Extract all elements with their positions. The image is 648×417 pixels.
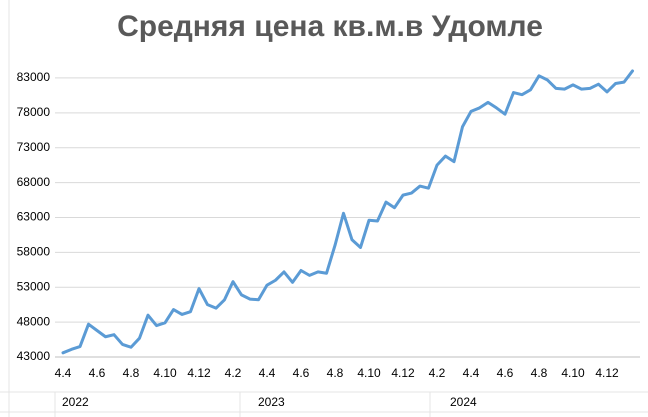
year-label: 2023 <box>258 395 285 409</box>
y-tick-label: 53000 <box>17 279 51 293</box>
y-tick-label: 68000 <box>17 175 51 189</box>
x-tick-label: 4.6 <box>89 366 106 380</box>
y-tick-label: 63000 <box>17 210 51 224</box>
y-tick-label: 43000 <box>17 349 51 363</box>
x-tick-label: 4.2 <box>225 366 242 380</box>
x-tick-label: 4.12 <box>187 366 211 380</box>
chart-title: Средняя цена кв.м.в Удомле <box>117 10 543 43</box>
y-tick-label: 48000 <box>17 314 51 328</box>
x-tick-label: 4.8 <box>327 366 344 380</box>
x-tick-label: 4.10 <box>561 366 585 380</box>
year-label: 2024 <box>450 395 477 409</box>
x-tick-label: 4.12 <box>391 366 415 380</box>
x-tick-label: 4.8 <box>123 366 140 380</box>
x-tick-label: 4.2 <box>429 366 446 380</box>
data-line <box>61 69 634 355</box>
x-tick-label: 4.10 <box>153 366 177 380</box>
y-tick-label: 58000 <box>17 245 51 259</box>
x-tick-label: 4.4 <box>55 366 72 380</box>
x-tick-label: 4.6 <box>293 366 310 380</box>
x-tick-label: 4.12 <box>595 366 619 380</box>
year-label: 2022 <box>62 395 89 409</box>
x-tick-label: 4.4 <box>259 366 276 380</box>
y-tick-label: 78000 <box>17 105 51 119</box>
x-tick-label: 4.10 <box>357 366 381 380</box>
x-tick-label: 4.4 <box>463 366 480 380</box>
x-tick-label: 4.8 <box>531 366 548 380</box>
y-tick-label: 73000 <box>17 140 51 154</box>
y-tick-label: 83000 <box>17 70 51 84</box>
x-tick-label: 4.6 <box>497 366 514 380</box>
